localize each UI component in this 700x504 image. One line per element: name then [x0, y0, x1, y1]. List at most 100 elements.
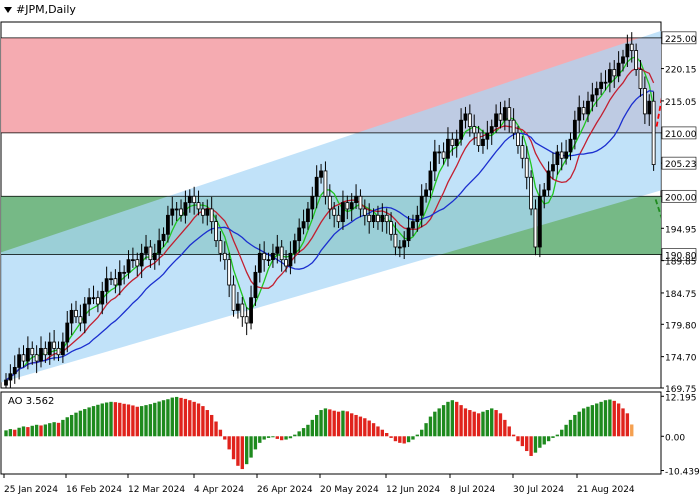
ao-bar: [236, 436, 240, 466]
ao-bar: [153, 402, 157, 437]
candle: [266, 259, 271, 262]
candle: [87, 297, 92, 305]
ao-bar: [398, 436, 402, 443]
candle: [327, 195, 332, 210]
candle: [47, 341, 52, 356]
ao-bar: [188, 400, 192, 437]
candle: [345, 202, 350, 210]
candle: [78, 316, 83, 324]
candle: [192, 195, 197, 204]
candle: [201, 208, 205, 216]
candle: [135, 259, 140, 267]
candle: [616, 62, 621, 77]
y-tick-box: [661, 31, 697, 45]
ao-bar: [78, 410, 83, 437]
candle: [402, 240, 407, 248]
candle: [113, 278, 118, 286]
ao-bar: [616, 403, 621, 437]
candle: [4, 379, 8, 386]
candle: [621, 56, 625, 64]
ao-bar: [371, 423, 376, 437]
x-tick-label: 16 Feb 2024: [66, 485, 122, 495]
candle: [564, 151, 569, 159]
ao-bar: [428, 416, 433, 437]
y-tick-box: [661, 126, 697, 140]
ao-bar: [560, 429, 564, 437]
candle: [74, 309, 78, 318]
candle: [441, 151, 446, 159]
ao-bar: [4, 430, 8, 437]
ao-bar: [459, 405, 463, 437]
chart-title[interactable]: #JPM,Daily: [4, 3, 76, 16]
candle: [406, 227, 411, 242]
ao-bar: [420, 429, 424, 437]
ao-bar: [441, 405, 446, 437]
ao-bar: [433, 411, 437, 437]
candle: [450, 138, 455, 146]
ao-bar: [415, 434, 420, 437]
candle: [572, 119, 577, 140]
y-tick-box: [661, 189, 697, 203]
candle: [393, 233, 398, 248]
ao-bar: [297, 431, 301, 437]
candle: [144, 246, 148, 254]
ao-bar: [498, 413, 503, 437]
candle: [459, 119, 463, 140]
ao-bar: [406, 436, 411, 443]
candle: [336, 214, 341, 223]
ao-bar: [455, 401, 459, 437]
candle: [104, 278, 109, 292]
candle: [122, 271, 127, 274]
candle: [537, 195, 542, 248]
candle: [117, 271, 122, 286]
candle: [419, 195, 424, 216]
ao-bar: [135, 406, 139, 437]
candle: [380, 214, 385, 223]
ao-bar: [625, 413, 630, 437]
candle: [524, 157, 529, 178]
ao-bar: [266, 436, 271, 438]
ao-tick-label: 0.00: [665, 433, 685, 443]
ao-bar: [323, 408, 328, 437]
ao-bar: [258, 436, 262, 443]
ao-bar: [209, 414, 214, 437]
ao-bar: [341, 410, 345, 437]
ao-bar: [288, 436, 293, 439]
ao-bar: [170, 397, 174, 437]
ao-bar: [511, 434, 516, 437]
ao-bar: [214, 421, 218, 437]
candle: [284, 259, 288, 267]
candle: [12, 367, 17, 375]
ao-label: AO 3.562: [8, 396, 54, 407]
ao-bar: [577, 411, 581, 437]
candle: [467, 113, 472, 127]
candle: [179, 208, 183, 216]
ao-bar: [8, 429, 13, 437]
ao-bar: [91, 406, 96, 437]
ao-bar: [546, 436, 551, 442]
ao-bar: [196, 403, 201, 437]
candle: [314, 176, 319, 197]
candle: [463, 113, 468, 121]
candle: [183, 202, 188, 216]
candle: [507, 107, 512, 121]
candle: [130, 259, 135, 262]
ao-bar: [21, 426, 26, 437]
ao-bar: [472, 411, 476, 437]
candle: [231, 284, 236, 311]
candle: [319, 170, 323, 178]
ao-bar: [139, 406, 144, 437]
ao-bar: [367, 420, 371, 437]
ao-bar: [358, 416, 363, 437]
ao-bar: [599, 401, 603, 437]
ao-bar: [293, 434, 297, 437]
x-tick-label: 20 May 2024: [320, 485, 379, 495]
ao-bar: [17, 427, 21, 437]
chevron-down-icon[interactable]: [4, 7, 12, 13]
y-tick-label: 205.23: [665, 160, 697, 170]
x-tick-label: 4 Apr 2024: [194, 485, 244, 495]
ao-bar: [39, 425, 43, 437]
candle: [389, 221, 393, 235]
candle: [529, 176, 534, 210]
candle: [384, 214, 389, 223]
